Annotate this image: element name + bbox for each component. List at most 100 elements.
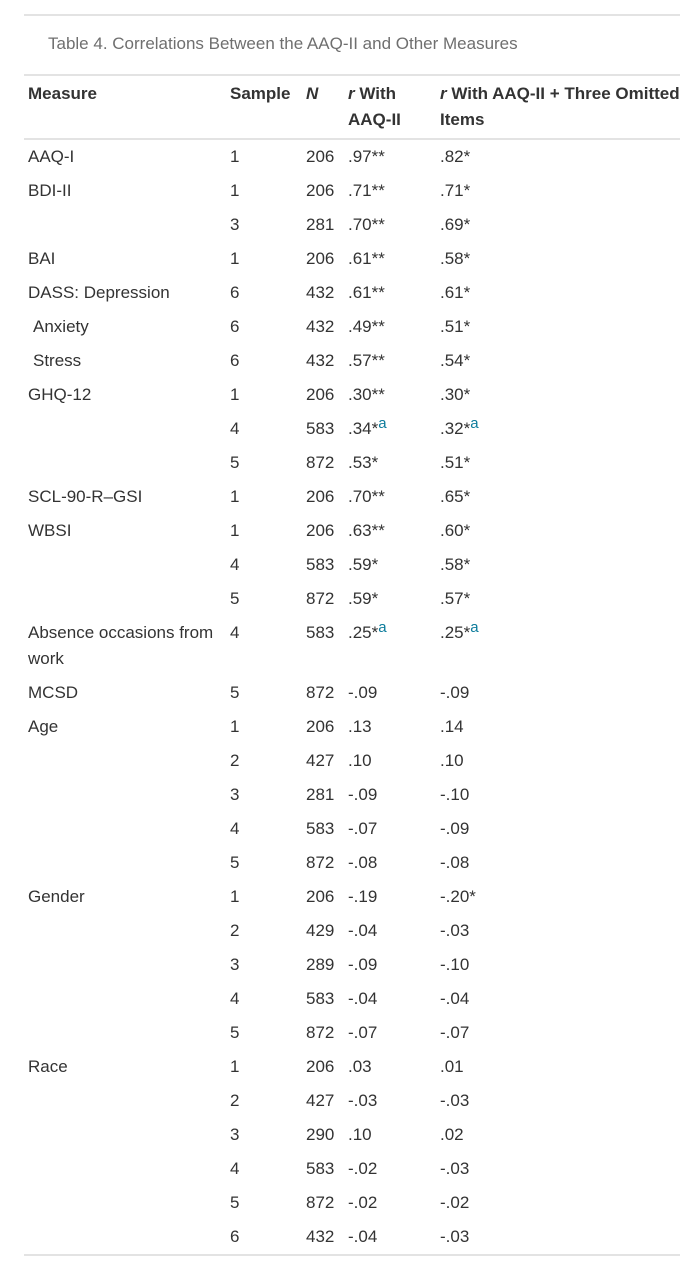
correlation-value: .61** xyxy=(348,283,385,302)
cell-measure xyxy=(24,1016,230,1050)
table-row: 5 872 -.02 -.02 xyxy=(24,1186,680,1220)
table-row: 4 583 -.07 -.09 xyxy=(24,812,680,846)
cell-sample: 2 xyxy=(230,1091,240,1110)
correlation-value: .58* xyxy=(440,249,471,268)
cell-r-aaq-omitted: .71* xyxy=(440,174,680,208)
table-row: BAI 1 206 .61** .58* xyxy=(24,242,680,276)
cell-r-aaq: -.09 xyxy=(348,676,440,710)
cell-measure: Stress xyxy=(33,351,82,370)
cell-r-aaq: .70** xyxy=(348,480,440,514)
cell-measure: Age xyxy=(28,717,59,736)
cell-n: 872 xyxy=(306,589,335,608)
table-container: Table 4. Correlations Between the AAQ-II… xyxy=(24,14,680,1256)
table-row: WBSI 1 206 .63** .60* xyxy=(24,514,680,548)
cell-sample: 1 xyxy=(230,1057,240,1076)
cell-measure xyxy=(24,1118,230,1152)
correlation-value: -.03 xyxy=(440,921,470,940)
cell-r-aaq: -.03 xyxy=(348,1084,440,1118)
table-row: 2 427 .10 .10 xyxy=(24,744,680,778)
table-row: Stress 6 432 .57** .54* xyxy=(24,344,680,378)
correlation-value: .69* xyxy=(440,215,471,234)
header-n: N xyxy=(306,76,348,139)
cell-r-aaq: -.04 xyxy=(348,914,440,948)
cell-measure xyxy=(24,1152,230,1186)
cell-r-aaq-omitted: .69* xyxy=(440,208,680,242)
cell-sample: 6 xyxy=(230,351,240,370)
cell-sample: 4 xyxy=(230,555,240,574)
cell-sample: 1 xyxy=(230,147,240,166)
cell-r-aaq: .53* xyxy=(348,446,440,480)
correlation-value: .51* xyxy=(440,317,471,336)
cell-n: 432 xyxy=(306,351,335,370)
cell-r-aaq: .63** xyxy=(348,514,440,548)
footnote-link[interactable]: a xyxy=(378,415,387,432)
table-row: 3 290 .10 .02 xyxy=(24,1118,680,1152)
cell-measure: Anxiety xyxy=(33,317,89,336)
cell-r-aaq-omitted: .54* xyxy=(440,344,680,378)
cell-measure xyxy=(24,914,230,948)
correlation-value: .01 xyxy=(440,1057,464,1076)
cell-r-aaq: .34*a xyxy=(348,412,440,446)
correlation-value: -.07 xyxy=(348,1023,378,1042)
cell-sample: 1 xyxy=(230,249,240,268)
cell-r-aaq: .25*a xyxy=(348,616,440,676)
cell-measure xyxy=(24,208,230,242)
header-r-aaq-omitted: r With AAQ-II + Three Omitted Items xyxy=(440,76,680,139)
table-row: 2 427 -.03 -.03 xyxy=(24,1084,680,1118)
correlation-value: -.09 xyxy=(348,683,378,702)
cell-measure xyxy=(24,948,230,982)
correlation-value: .49** xyxy=(348,317,385,336)
correlation-value: .65* xyxy=(440,487,471,506)
table-row: 3 289 -.09 -.10 xyxy=(24,948,680,982)
cell-sample: 5 xyxy=(230,853,240,872)
cell-n: 206 xyxy=(306,1057,335,1076)
correlation-value: .53* xyxy=(348,453,379,472)
cell-r-aaq: .71** xyxy=(348,174,440,208)
correlation-value: .51* xyxy=(440,453,471,472)
correlation-value: -.09 xyxy=(440,683,470,702)
cell-r-aaq: .57** xyxy=(348,344,440,378)
footnote-link[interactable]: a xyxy=(470,415,479,432)
correlation-value: .57* xyxy=(440,589,471,608)
cell-measure: SCL-90-R–GSI xyxy=(28,487,143,506)
cell-n: 583 xyxy=(306,555,335,574)
cell-n: 872 xyxy=(306,453,335,472)
table-row: 4 583 -.04 -.04 xyxy=(24,982,680,1016)
header-r-aaq-omitted-italic: r xyxy=(440,84,447,103)
cell-r-aaq-omitted: -.09 xyxy=(440,676,680,710)
cell-n: 281 xyxy=(306,215,335,234)
cell-sample: 6 xyxy=(230,317,240,336)
correlation-value: -.09 xyxy=(348,785,378,804)
correlation-value: .25* xyxy=(348,623,379,642)
cell-measure: WBSI xyxy=(28,521,72,540)
cell-measure: Absence occasions from work xyxy=(28,623,214,668)
correlation-value: .34* xyxy=(348,419,379,438)
correlation-value: -.04 xyxy=(440,989,470,1008)
cell-r-aaq-omitted: .32*a xyxy=(440,412,680,446)
cell-r-aaq-omitted: .02 xyxy=(440,1118,680,1152)
cell-measure: AAQ-I xyxy=(28,147,75,166)
footnote-link[interactable]: a xyxy=(378,619,387,636)
header-measure: Measure xyxy=(28,84,97,103)
table-row: 3 281 .70** .69* xyxy=(24,208,680,242)
cell-sample: 1 xyxy=(230,487,240,506)
cell-r-aaq: .59* xyxy=(348,548,440,582)
caption-rule xyxy=(24,74,680,76)
correlation-value: -.02 xyxy=(348,1159,378,1178)
correlations-table: Measure Sample N r With AAQ-II r With AA… xyxy=(24,76,680,1254)
correlation-value: -.20* xyxy=(440,887,476,906)
footnote-link[interactable]: a xyxy=(470,619,479,636)
cell-n: 206 xyxy=(306,385,335,404)
cell-measure xyxy=(24,744,230,778)
cell-n: 583 xyxy=(306,1159,335,1178)
header-r-aaq-italic: r xyxy=(348,84,355,103)
cell-r-aaq: .30** xyxy=(348,378,440,412)
correlation-value: -.10 xyxy=(440,785,470,804)
cell-r-aaq-omitted: -.20* xyxy=(440,880,680,914)
table-body: AAQ-I 1 206.97** .82* BDI-II 1 206.71** .71* 3 28… xyxy=(24,139,680,1254)
cell-r-aaq-omitted: -.02 xyxy=(440,1186,680,1220)
cell-n: 872 xyxy=(306,1193,335,1212)
top-rule xyxy=(24,14,680,16)
cell-sample: 5 xyxy=(230,589,240,608)
cell-r-aaq: .59* xyxy=(348,582,440,616)
